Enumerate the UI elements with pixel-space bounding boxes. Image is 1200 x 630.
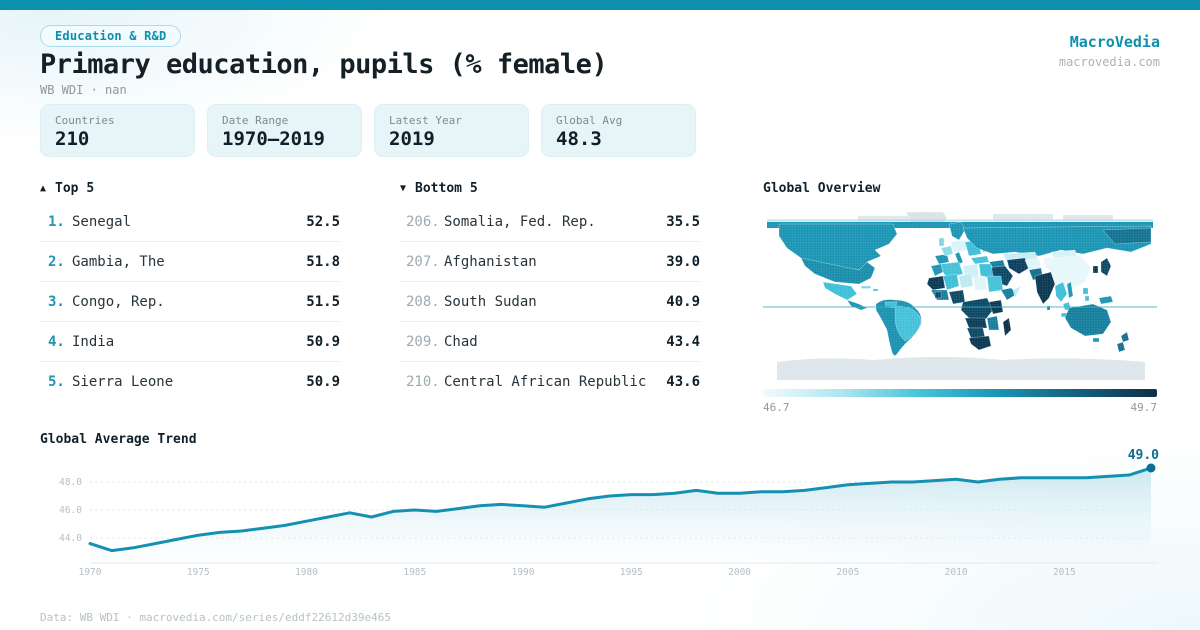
country-name: Congo, Rep. xyxy=(72,293,165,310)
country-name: Somalia, Fed. Rep. xyxy=(444,213,596,230)
country-value: 50.9 xyxy=(306,374,340,390)
rank-number: 206. xyxy=(406,213,440,230)
trend-line-chart: 44.0 46.0 48.0 1970 1975 1980 1985 1990 1995 2000… xyxy=(59,448,1159,578)
rank-number: 5. xyxy=(48,374,65,390)
stat-value: 210 xyxy=(55,128,90,150)
top5-header: ▲ Top 5 xyxy=(40,180,340,196)
rank-number: 1. xyxy=(48,213,65,230)
rank-number: 3. xyxy=(48,293,65,310)
top5-section: ▲ Top 5 1. Senegal 52.5 2. Gambia, The 5… xyxy=(40,180,340,402)
country-value: 52.5 xyxy=(306,213,340,230)
rank-number: 2. xyxy=(48,253,65,270)
country-name: Sierra Leone xyxy=(72,374,174,390)
page-subtitle: WB WDI · nan xyxy=(40,83,127,97)
map-colorbar xyxy=(763,389,1157,397)
stat-label: Latest Year xyxy=(389,114,462,127)
country-name: India xyxy=(72,333,115,350)
country-name: South Sudan xyxy=(444,293,537,310)
rank-number: 209. xyxy=(406,333,440,350)
list-item: 206. Somalia, Fed. Rep. 35.5 xyxy=(400,202,700,242)
list-item: 207. Afghanistan 39.0 xyxy=(400,242,700,282)
list-item: 210. Central African Republic 43.6 xyxy=(400,362,700,402)
country-name: Afghanistan xyxy=(444,253,537,270)
svg-text:48.0: 48.0 xyxy=(59,477,82,488)
map-section: Global Overview xyxy=(763,180,1157,414)
stat-cards: Countries 210 Date Range 1970—2019 Lates… xyxy=(40,104,696,157)
stat-label: Countries xyxy=(55,114,115,127)
list-item: 2. Gambia, The 51.8 xyxy=(40,242,340,282)
country-value: 43.6 xyxy=(666,374,700,390)
stat-card-countries: Countries 210 xyxy=(40,104,195,157)
svg-text:2010: 2010 xyxy=(945,567,968,578)
stat-label: Date Range xyxy=(222,114,289,127)
list-item: 209. Chad 43.4 xyxy=(400,322,700,362)
list-item: 3. Congo, Rep. 51.5 xyxy=(40,282,340,322)
category-badge: Education & R&D xyxy=(40,25,182,47)
brand-block: MacroVedia macrovedia.com xyxy=(1059,33,1160,69)
bottom5-list: 206. Somalia, Fed. Rep. 35.5 207. Afghan… xyxy=(400,202,700,402)
list-item: 208. South Sudan 40.9 xyxy=(400,282,700,322)
stat-value: 48.3 xyxy=(556,128,602,150)
svg-text:1970: 1970 xyxy=(79,567,102,578)
country-name: Central African Republic xyxy=(444,374,647,390)
list-item: 1. Senegal 52.5 xyxy=(40,202,340,242)
map-colorbar-labels: 46.7 49.7 xyxy=(763,401,1157,414)
colorbar-max-label: 49.7 xyxy=(1130,401,1158,414)
country-value: 35.5 xyxy=(666,213,700,230)
svg-text:1975: 1975 xyxy=(187,567,210,578)
country-name: Gambia, The xyxy=(72,253,165,270)
country-value: 51.5 xyxy=(306,293,340,310)
country-value: 39.0 xyxy=(666,253,700,270)
svg-text:1995: 1995 xyxy=(620,567,643,578)
country-value: 40.9 xyxy=(666,293,700,310)
stat-card-latest-year: Latest Year 2019 xyxy=(374,104,529,157)
stat-card-date-range: Date Range 1970—2019 xyxy=(207,104,362,157)
country-value: 43.4 xyxy=(666,333,700,350)
svg-text:2015: 2015 xyxy=(1053,567,1076,578)
svg-text:2005: 2005 xyxy=(836,567,859,578)
country-value: 51.8 xyxy=(306,253,340,270)
map-header: Global Overview xyxy=(763,180,1157,196)
brand-url: macrovedia.com xyxy=(1058,55,1160,69)
top5-list: 1. Senegal 52.5 2. Gambia, The 51.8 3. C… xyxy=(40,202,340,402)
footer-source: Data: WB WDI · macrovedia.com/series/edd… xyxy=(40,611,391,624)
list-item: 5. Sierra Leone 50.9 xyxy=(40,362,340,402)
rank-number: 208. xyxy=(406,293,440,310)
country-value: 50.9 xyxy=(306,333,340,350)
brand-name: MacroVedia xyxy=(1069,33,1160,51)
rank-number: 210. xyxy=(406,374,440,390)
stat-value: 2019 xyxy=(389,128,435,150)
rank-number: 207. xyxy=(406,253,440,270)
accent-top-bar xyxy=(0,0,1200,10)
list-item: 4. India 50.9 xyxy=(40,322,340,362)
svg-text:1980: 1980 xyxy=(295,567,318,578)
bottom5-section: ▼ Bottom 5 206. Somalia, Fed. Rep. 35.5 … xyxy=(400,180,700,402)
svg-text:2000: 2000 xyxy=(728,567,751,578)
bottom5-header: ▼ Bottom 5 xyxy=(400,180,700,196)
triangle-up-icon: ▲ xyxy=(40,182,47,194)
stat-label: Global Avg xyxy=(556,114,623,127)
top5-title: Top 5 xyxy=(55,180,95,196)
triangle-down-icon: ▼ xyxy=(400,182,407,194)
world-map xyxy=(763,210,1157,385)
bottom5-title: Bottom 5 xyxy=(415,180,478,196)
svg-text:1990: 1990 xyxy=(512,567,535,578)
colorbar-min-label: 46.7 xyxy=(763,401,790,414)
stat-value: 1970—2019 xyxy=(222,128,325,150)
rank-number: 4. xyxy=(48,333,65,350)
page-title: Primary education, pupils (% female) xyxy=(40,49,608,80)
svg-text:46.0: 46.0 xyxy=(59,505,82,516)
country-name: Chad xyxy=(444,333,478,350)
svg-text:49.0: 49.0 xyxy=(1128,448,1159,463)
country-name: Senegal xyxy=(72,213,132,230)
stat-card-global-avg: Global Avg 48.3 xyxy=(541,104,696,157)
map-title: Global Overview xyxy=(763,180,881,196)
svg-text:44.0: 44.0 xyxy=(59,533,82,544)
svg-text:1985: 1985 xyxy=(403,567,426,578)
trend-title: Global Average Trend xyxy=(40,432,197,447)
